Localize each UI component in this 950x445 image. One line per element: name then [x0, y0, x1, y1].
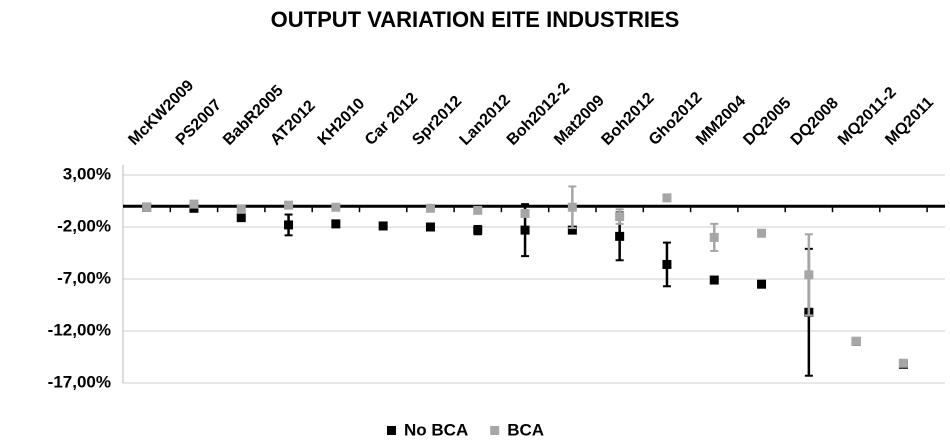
marker: [709, 232, 719, 242]
marker: [142, 202, 152, 212]
marker: [615, 231, 625, 241]
y-tick-label: 3,00%: [63, 164, 111, 183]
marker: [331, 202, 341, 212]
marker: [662, 193, 672, 203]
marker: [473, 205, 483, 215]
marker: [567, 225, 577, 235]
marker: [520, 225, 530, 235]
marker: [236, 204, 246, 214]
legend-label: BCA: [507, 420, 544, 439]
y-tick-label: -17,00%: [48, 372, 111, 391]
legend-label: No BCA: [404, 420, 468, 439]
x-tick-label: DQ2005: [740, 95, 794, 149]
marker: [425, 222, 435, 232]
marker: [662, 259, 672, 269]
x-tick-label: KH2010: [315, 95, 369, 149]
x-tick-label: DQ2008: [788, 95, 842, 149]
marker: [520, 208, 530, 218]
marker: [473, 225, 483, 235]
x-tick-label: Lan2012: [457, 91, 514, 148]
marker: [851, 336, 861, 346]
marker: [898, 358, 908, 368]
y-tick-label: -7,00%: [57, 268, 111, 287]
marker: [709, 275, 719, 285]
marker: [236, 213, 246, 223]
marker: [567, 202, 577, 212]
y-tick-label: -2,00%: [57, 216, 111, 235]
marker: [804, 270, 814, 280]
legend-swatch: [490, 426, 500, 435]
marker: [757, 279, 767, 289]
marker: [331, 219, 341, 229]
marker: [425, 203, 435, 213]
marker: [189, 199, 199, 209]
marker: [284, 200, 294, 210]
y-tick-label: -12,00%: [48, 320, 111, 339]
marker: [378, 221, 388, 231]
legend-swatch: [387, 426, 396, 435]
marker: [284, 220, 294, 230]
marker: [615, 212, 625, 222]
marker: [757, 228, 767, 238]
chart-title: OUTPUT VARIATION EITE INDUSTRIES: [271, 7, 680, 32]
